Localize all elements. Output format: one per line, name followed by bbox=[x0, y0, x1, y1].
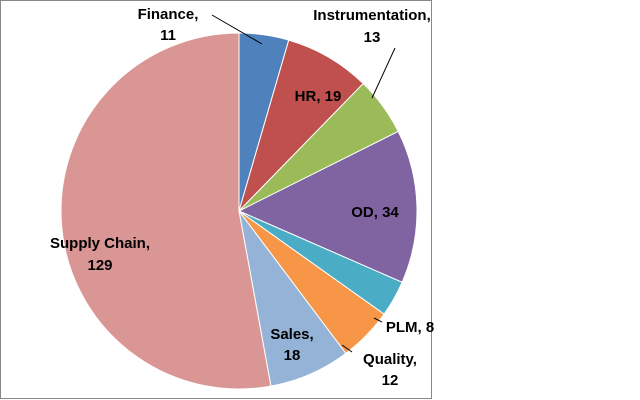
label-name: OD bbox=[351, 204, 374, 221]
data-label: Sales, bbox=[270, 326, 313, 343]
leader-line bbox=[373, 317, 383, 323]
label-value: 12 bbox=[382, 372, 399, 389]
data-label: Finance, bbox=[138, 6, 199, 23]
leader-line bbox=[371, 47, 396, 99]
label-separator: , bbox=[427, 7, 431, 24]
data-label: Quality, bbox=[363, 351, 417, 368]
label-name: HR bbox=[295, 88, 317, 105]
leader-line bbox=[341, 344, 353, 353]
label-separator: , bbox=[413, 351, 417, 368]
label-separator: , bbox=[316, 88, 324, 105]
data-label: OD, 34 bbox=[351, 204, 399, 221]
label-separator: , bbox=[194, 6, 198, 23]
data-label: PLM, 8 bbox=[386, 319, 434, 336]
pie-slice bbox=[60, 32, 272, 390]
data-label: Supply Chain, bbox=[50, 235, 150, 252]
label-name: Supply Chain bbox=[50, 235, 146, 252]
label-separator: , bbox=[374, 204, 382, 221]
label-name: Finance bbox=[138, 6, 195, 23]
label-value: 13 bbox=[364, 29, 381, 46]
label-value: 129 bbox=[87, 257, 112, 274]
label-value: 19 bbox=[325, 88, 342, 105]
label-name: Quality bbox=[363, 351, 415, 368]
label-separator: , bbox=[310, 326, 314, 343]
label-value: 11 bbox=[160, 27, 176, 44]
label-value: 34 bbox=[382, 204, 399, 221]
label-name: PLM bbox=[386, 319, 418, 336]
data-label: HR, 19 bbox=[295, 88, 342, 105]
label-separator: , bbox=[417, 319, 425, 336]
label-value: 8 bbox=[426, 319, 434, 336]
label-name: Sales bbox=[270, 326, 309, 343]
label-name: Instrumentation bbox=[313, 7, 426, 24]
label-value: 18 bbox=[284, 347, 301, 364]
label-separator: , bbox=[146, 235, 150, 252]
pie-slice bbox=[237, 130, 418, 283]
leader-line bbox=[211, 14, 263, 45]
data-label: Instrumentation, bbox=[313, 7, 431, 24]
